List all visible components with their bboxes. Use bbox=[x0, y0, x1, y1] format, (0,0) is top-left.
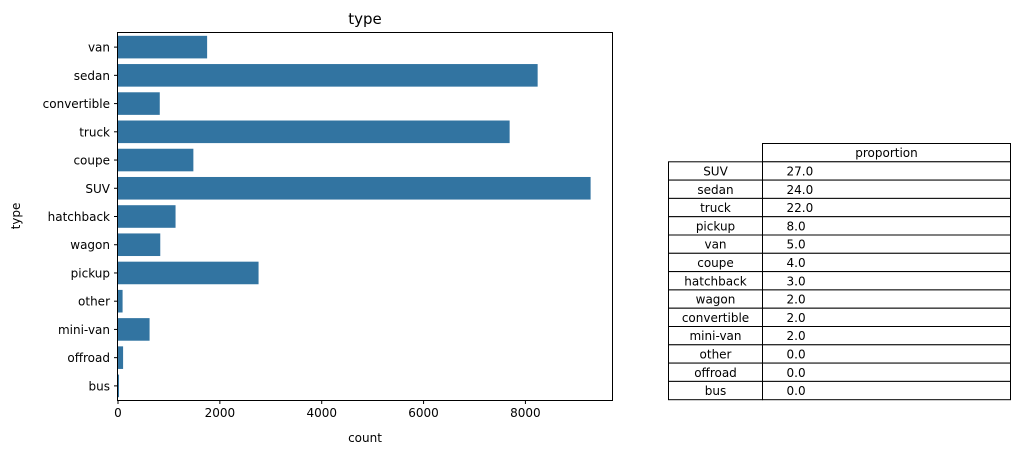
y-tick-label: SUV bbox=[85, 182, 110, 196]
x-ticks-group: 0 2000 4000 6000 8000 bbox=[114, 400, 541, 420]
table-row-label: other bbox=[700, 347, 732, 361]
x-axis-label: count bbox=[348, 431, 382, 445]
table-column-header: proportion bbox=[855, 146, 918, 160]
chart-title: type bbox=[348, 10, 382, 28]
table-row: coupe 4.0 bbox=[668, 252, 1011, 273]
table-row-value: 3.0 bbox=[787, 274, 806, 288]
y-tick-label: sedan bbox=[74, 69, 110, 83]
table-row-label: sedan bbox=[697, 183, 733, 197]
y-ticks-group: van sedan convertible truck coupe SUV hatchbac… bbox=[43, 41, 118, 393]
bar-van bbox=[118, 35, 208, 59]
table-row: convertible 2.0 bbox=[668, 307, 1011, 328]
table-row-value: 4.0 bbox=[787, 256, 806, 270]
bar-SUV bbox=[118, 176, 591, 200]
table-row-label: bus bbox=[705, 384, 726, 398]
bar-coupe bbox=[118, 148, 194, 172]
table-row-label: hatchback bbox=[684, 274, 746, 288]
bar-other bbox=[118, 289, 123, 313]
y-tick-label: other bbox=[78, 295, 110, 309]
table-row: mini-van 2.0 bbox=[668, 326, 1011, 346]
table-row-label: offroad bbox=[694, 366, 737, 380]
table-row-label: wagon bbox=[696, 293, 736, 307]
bar-chart: type van sedan convertible truck coupe SUV hat… bbox=[9, 10, 613, 445]
bar-wagon bbox=[118, 233, 161, 257]
table-row: SUV 27.0 bbox=[668, 161, 1011, 181]
table-row-value: 27.0 bbox=[787, 164, 814, 178]
table-row: pickup 8.0 bbox=[668, 216, 1011, 236]
plot-frame bbox=[117, 32, 613, 401]
table-row-value: 22.0 bbox=[787, 201, 814, 215]
y-tick-label: offroad bbox=[67, 351, 110, 365]
table-row: truck 22.0 bbox=[668, 197, 1011, 218]
y-tick-label: wagon bbox=[70, 238, 110, 252]
table-row-label: mini-van bbox=[689, 329, 741, 343]
x-tick-label: 6000 bbox=[408, 406, 439, 420]
bar-mini-van bbox=[118, 318, 150, 341]
x-tick-label: 8000 bbox=[510, 406, 541, 420]
bar-bus bbox=[118, 374, 120, 398]
table-row-label: SUV bbox=[703, 164, 728, 178]
table-row: other 0.0 bbox=[668, 344, 1011, 364]
table-row: wagon 2.0 bbox=[668, 289, 1011, 309]
y-tick-label: mini-van bbox=[58, 323, 110, 337]
bars-group bbox=[118, 35, 591, 398]
table-row: offroad 0.0 bbox=[668, 362, 1011, 382]
table-row: hatchback 3.0 bbox=[668, 271, 1011, 291]
bar-pickup bbox=[118, 261, 259, 285]
table-row: sedan 24.0 bbox=[668, 179, 1011, 199]
table-row-value: 24.0 bbox=[787, 183, 814, 197]
table-row-label: pickup bbox=[696, 219, 735, 233]
bar-hatchback bbox=[118, 205, 176, 228]
x-tick-label: 0 bbox=[114, 406, 122, 420]
bar-sedan bbox=[118, 64, 538, 87]
y-tick-label: pickup bbox=[71, 266, 110, 280]
table-row-label: coupe bbox=[697, 256, 734, 270]
table-row-value: 2.0 bbox=[787, 311, 806, 325]
table-row: bus 0.0 bbox=[668, 380, 1011, 401]
y-tick-label: hatchback bbox=[48, 210, 110, 224]
bar-truck bbox=[118, 120, 510, 144]
y-tick-label: van bbox=[88, 41, 110, 55]
table-row-value: 0.0 bbox=[787, 347, 806, 361]
table-row-value: 5.0 bbox=[787, 238, 806, 252]
table-row-label: convertible bbox=[682, 311, 749, 325]
y-tick-label: coupe bbox=[73, 154, 110, 168]
table-row-value: 0.0 bbox=[787, 366, 806, 380]
x-tick-label: 4000 bbox=[306, 406, 337, 420]
table-row-value: 0.0 bbox=[787, 384, 806, 398]
table-row-label: van bbox=[704, 238, 726, 252]
y-tick-label: truck bbox=[79, 125, 110, 139]
table-row-label: truck bbox=[700, 201, 731, 215]
table-row: van 5.0 bbox=[668, 234, 1011, 254]
table-row-value: 2.0 bbox=[787, 329, 806, 343]
y-tick-label: convertible bbox=[43, 97, 110, 111]
table-value-cell bbox=[762, 380, 1011, 401]
bar-convertible bbox=[118, 92, 160, 115]
y-tick-label: bus bbox=[89, 379, 110, 393]
table-row-value: 8.0 bbox=[787, 219, 806, 233]
table-row-value: 2.0 bbox=[787, 293, 806, 307]
bar-offroad bbox=[118, 346, 124, 369]
x-tick-label: 2000 bbox=[205, 406, 236, 420]
y-axis-label: type bbox=[9, 203, 23, 230]
